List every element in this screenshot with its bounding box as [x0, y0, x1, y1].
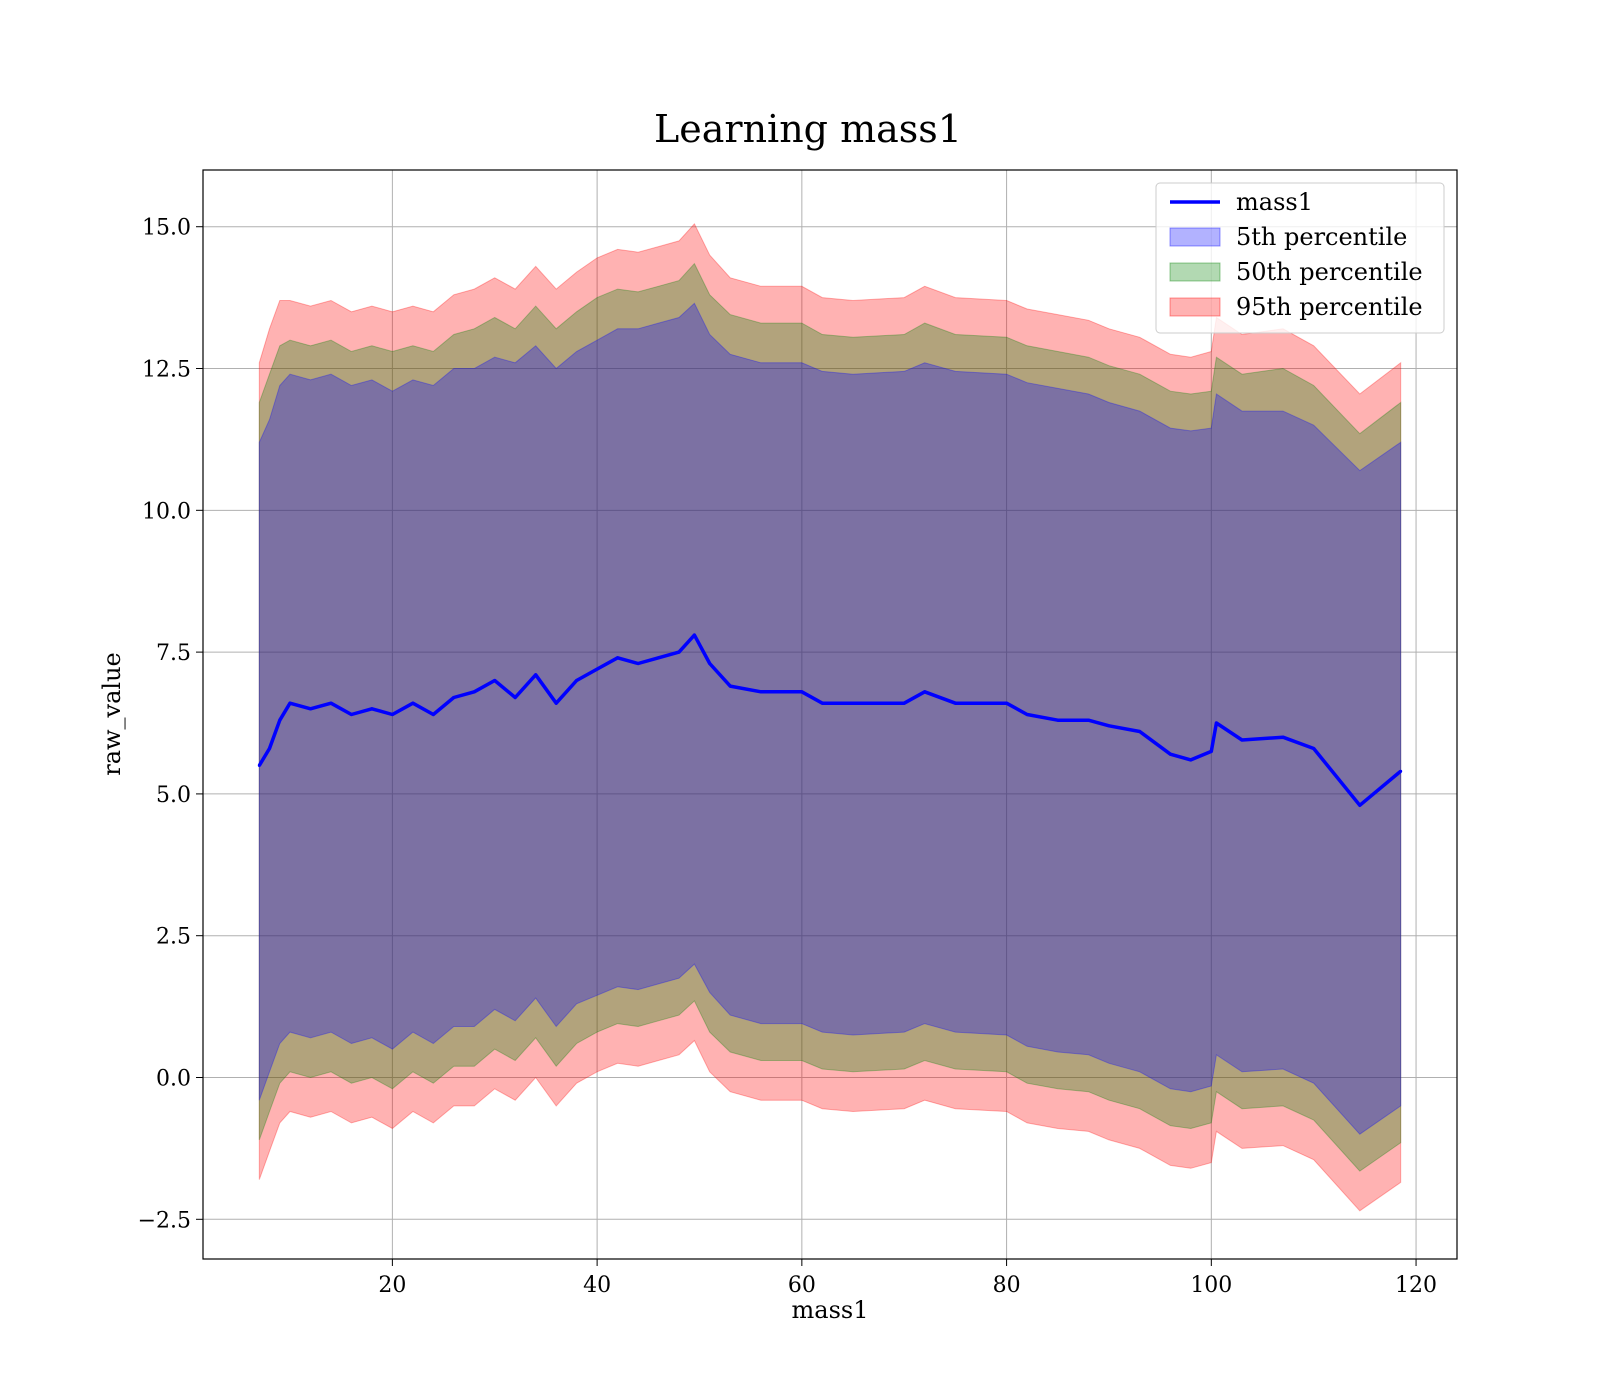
line-point [554, 701, 558, 705]
line-mass1 [257, 633, 1402, 808]
y-tick-label: 0.0 [156, 1067, 191, 1092]
line-point [1189, 758, 1193, 762]
percentile-bands [258, 223, 1402, 1212]
line-point [268, 747, 271, 750]
line-point [851, 701, 855, 705]
line-point [493, 679, 497, 682]
x-tick-label: 60 [788, 1273, 816, 1298]
line-point [1358, 803, 1362, 807]
line-point [677, 650, 681, 654]
line-point [692, 633, 696, 637]
band-5th-percentile [258, 302, 1402, 1135]
line-point [309, 707, 312, 711]
y-tick-label: 5.0 [156, 783, 191, 808]
band-50th-percentile [258, 262, 1402, 1172]
y-tick-label: 15.0 [142, 216, 191, 241]
line-point [953, 701, 957, 705]
x-tick-label: 80 [993, 1273, 1021, 1298]
line-point [1138, 730, 1142, 733]
plot-frame [202, 169, 1458, 1260]
line-point [513, 696, 517, 699]
legend-label: 95th percentile [1236, 293, 1423, 321]
band-95th-percentile [258, 223, 1402, 1212]
line-point [708, 662, 712, 665]
line-point [728, 684, 732, 688]
line-point [820, 701, 824, 705]
line-point [1240, 738, 1244, 742]
line-point [288, 701, 292, 705]
line-point [595, 667, 599, 671]
y-axis-label: raw_value [98, 652, 126, 776]
line-point [923, 690, 927, 694]
line-point [257, 764, 261, 767]
line-point [902, 701, 906, 705]
legend-swatch-band [1169, 262, 1221, 282]
chart-title: Learning mass1 [654, 107, 962, 151]
line-point [472, 690, 476, 694]
line-point [1399, 769, 1403, 773]
line-point [370, 707, 374, 711]
line-point [411, 701, 415, 705]
y-axis-ticks: −2.5 0.0 2.5 5.0 7.5 10.0 12.5 15.0 [138, 216, 203, 1233]
y-tick-label: 12.5 [142, 358, 191, 383]
line-point [1209, 749, 1213, 753]
line-point [1087, 718, 1090, 722]
x-axis-ticks: 20 40 60 80 100 120 [378, 1259, 1437, 1298]
line-point [1168, 752, 1172, 756]
legend-label: mass1 [1236, 188, 1313, 216]
y-tick-label: 10.0 [142, 499, 191, 524]
line-point [278, 718, 282, 722]
line-point [452, 696, 456, 699]
line-point [1056, 718, 1060, 722]
line-point [431, 713, 435, 716]
x-tick-label: 40 [583, 1273, 611, 1298]
grid [203, 170, 1457, 1259]
line-point [1005, 701, 1009, 705]
y-tick-label: −2.5 [138, 1208, 191, 1233]
line-point [636, 662, 640, 665]
legend: mass1 5th percentile 50th percentile 95th p… [1155, 182, 1445, 334]
x-tick-label: 120 [1395, 1273, 1437, 1298]
line-point [329, 701, 333, 705]
line-point [1107, 724, 1111, 728]
legend-swatch-band [1169, 297, 1221, 317]
legend-box [1155, 182, 1445, 334]
series-lines [257, 633, 1403, 808]
line-point [1214, 721, 1218, 725]
line-point [1281, 735, 1285, 739]
line-point [800, 690, 804, 694]
line-point [534, 673, 538, 677]
line-point [390, 713, 394, 716]
legend-swatch-band [1169, 227, 1221, 247]
line-point [657, 656, 660, 660]
x-tick-label: 100 [1190, 1273, 1232, 1298]
line-point [575, 679, 579, 682]
y-tick-label: 2.5 [156, 925, 191, 950]
line-point [349, 713, 353, 716]
x-tick-label: 20 [378, 1273, 406, 1298]
line-point [1025, 713, 1029, 716]
y-tick-label: 7.5 [156, 641, 191, 666]
legend-label: 50th percentile [1236, 258, 1423, 286]
x-axis-label: mass1 [792, 1296, 869, 1324]
legend-label: 5th percentile [1236, 223, 1407, 251]
line-point [616, 656, 620, 660]
line-point [1312, 747, 1316, 750]
line-point [759, 690, 763, 694]
